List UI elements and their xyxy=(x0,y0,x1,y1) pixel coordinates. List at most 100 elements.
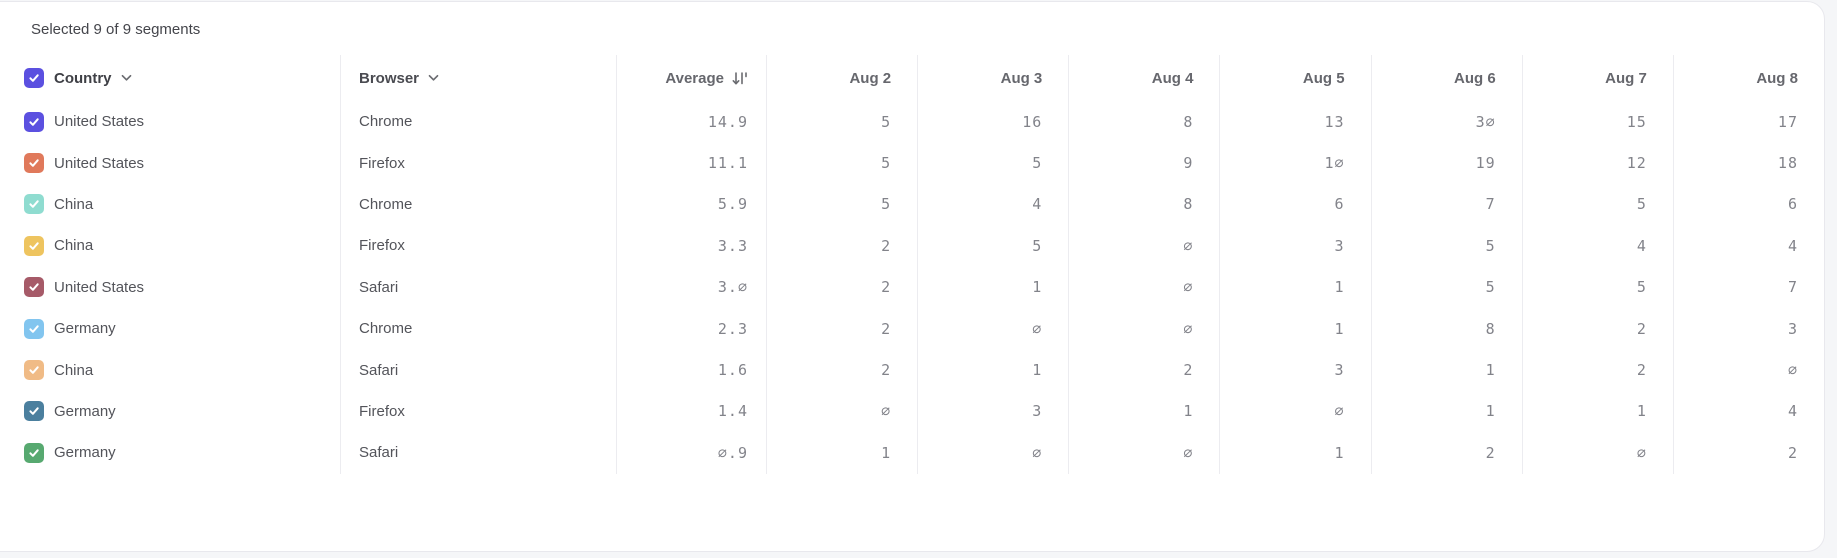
cell-date-value: 3 xyxy=(1219,349,1370,391)
row-checkbox[interactable] xyxy=(24,442,44,463)
cell-date-value: 8 xyxy=(1068,101,1219,143)
column-header-aug-3[interactable]: Aug 3 xyxy=(917,55,1068,101)
column-header-label: Browser xyxy=(359,69,420,87)
cell-date-value: 2 xyxy=(1672,432,1824,474)
cell-date-value: 1 xyxy=(917,266,1068,308)
cell-date-value: ∅ xyxy=(1672,349,1824,391)
cell-date-value: 3∅ xyxy=(1370,101,1522,143)
cell-country: Germany xyxy=(0,391,340,432)
cell-date-value: 4 xyxy=(1521,225,1673,267)
chevron-down-icon[interactable] xyxy=(428,74,439,82)
column-header-aug-8[interactable]: Aug 8 xyxy=(1672,55,1824,101)
cell-date-value: 17 xyxy=(1672,101,1824,143)
row-checkbox[interactable] xyxy=(24,277,44,298)
cell-country: Germany xyxy=(0,308,340,349)
cell-average-value: 3.3 xyxy=(616,225,766,267)
column-header-browser[interactable]: Browser xyxy=(340,55,616,101)
cell-date-value: ∅ xyxy=(1521,432,1673,474)
column-header-aug-7[interactable]: Aug 7 xyxy=(1521,55,1673,101)
table-row: Germany Firefox 1.4 ∅ 3 1 ∅ 1 1 4 xyxy=(0,390,1824,433)
cell-date-value: 5 xyxy=(766,183,917,226)
cell-date-value: 5 xyxy=(917,225,1068,267)
column-header-aug-5[interactable]: Aug 5 xyxy=(1219,55,1370,101)
cell-date-value: 5 xyxy=(1521,183,1673,226)
cell-browser: Chrome xyxy=(340,183,616,226)
cell-date-value: 1 xyxy=(766,432,917,474)
column-header-label: Country xyxy=(54,69,112,87)
cell-country: China xyxy=(0,184,340,225)
cell-date-value: 6 xyxy=(1219,183,1370,226)
cell-country: China xyxy=(0,349,340,390)
row-checkbox[interactable] xyxy=(24,318,44,339)
row-checkbox[interactable] xyxy=(24,360,44,381)
column-header-country[interactable]: Country xyxy=(0,55,340,101)
cell-date-value: 15 xyxy=(1521,101,1673,143)
cell-browser: Firefox xyxy=(340,225,616,267)
cell-date-value: ∅ xyxy=(917,307,1068,350)
cell-date-value: 1∅ xyxy=(1219,142,1370,184)
country-label: United States xyxy=(54,154,145,172)
cell-date-value: ∅ xyxy=(1068,307,1219,350)
cell-average-value: 14.9 xyxy=(616,101,766,143)
table-row: China Chrome 5.9 5 4 8 6 7 5 6 xyxy=(0,183,1824,226)
sort-descending-icon[interactable] xyxy=(731,70,748,87)
cell-browser: Safari xyxy=(340,266,616,308)
cell-date-value: 2 xyxy=(1521,349,1673,391)
cell-date-value: 4 xyxy=(917,183,1068,226)
cell-date-value: 1 xyxy=(1370,390,1522,433)
cell-date-value: 5 xyxy=(1521,266,1673,308)
country-label: China xyxy=(54,195,94,213)
cell-date-value: ∅ xyxy=(1219,390,1370,433)
column-header-aug-2[interactable]: Aug 2 xyxy=(766,55,917,101)
column-header-aug-6[interactable]: Aug 6 xyxy=(1370,55,1522,101)
column-header-label: Average xyxy=(665,69,724,87)
cell-date-value: 5 xyxy=(917,142,1068,184)
country-label: Germany xyxy=(54,320,116,338)
cell-average-value: 2.3 xyxy=(616,307,766,350)
cell-date-value: 1 xyxy=(1219,432,1370,474)
cell-date-value: 8 xyxy=(1068,183,1219,226)
segments-table: Country Browser Average xyxy=(0,55,1824,474)
cell-average-value: 11.1 xyxy=(616,142,766,184)
column-header-average[interactable]: Average xyxy=(616,55,766,101)
browser-label: Safari xyxy=(359,278,399,296)
cell-date-value: ∅ xyxy=(1068,432,1219,474)
column-header-label: Aug 2 xyxy=(849,69,892,87)
cell-average-value: 1.4 xyxy=(616,390,766,433)
cell-date-value: ∅ xyxy=(766,390,917,433)
row-checkbox[interactable] xyxy=(24,401,44,422)
browser-label: Firefox xyxy=(359,154,405,172)
column-header-label: Aug 7 xyxy=(1605,69,1647,87)
country-label: China xyxy=(54,237,94,255)
cell-date-value: 5 xyxy=(766,142,917,184)
row-checkbox[interactable] xyxy=(24,153,44,174)
cell-country: United States xyxy=(0,267,340,308)
row-checkbox[interactable] xyxy=(24,194,44,215)
cell-date-value: 3 xyxy=(1219,225,1370,267)
column-header-label: Aug 8 xyxy=(1756,69,1798,87)
cell-date-value: 1 xyxy=(1219,266,1370,308)
cell-date-value: 2 xyxy=(1370,432,1522,474)
cell-date-value: 4 xyxy=(1672,390,1824,433)
cell-country: Germany xyxy=(0,432,340,473)
table-row: China Safari 1.6 2 1 2 3 1 2 ∅ xyxy=(0,349,1824,391)
row-checkbox[interactable] xyxy=(24,235,44,256)
row-checkbox[interactable] xyxy=(24,111,44,132)
cell-date-value: 1 xyxy=(1219,307,1370,350)
cell-date-value: 7 xyxy=(1672,266,1824,308)
select-all-checkbox[interactable] xyxy=(24,68,44,88)
cell-date-value: 1 xyxy=(1068,390,1219,433)
column-header-aug-4[interactable]: Aug 4 xyxy=(1068,55,1219,101)
cell-country: United States xyxy=(0,142,340,183)
cell-date-value: 6 xyxy=(1672,183,1824,226)
cell-browser: Chrome xyxy=(340,307,616,350)
cell-date-value: 2 xyxy=(766,266,917,308)
table-row: United States Chrome 14.9 5 16 8 13 3∅ 15 17 xyxy=(0,101,1824,143)
country-label: Germany xyxy=(54,402,116,420)
column-header-label: Aug 6 xyxy=(1454,69,1496,87)
cell-date-value: 3 xyxy=(917,390,1068,433)
cell-date-value: 7 xyxy=(1370,183,1522,226)
chevron-down-icon[interactable] xyxy=(121,74,132,82)
browser-label: Firefox xyxy=(359,237,405,255)
